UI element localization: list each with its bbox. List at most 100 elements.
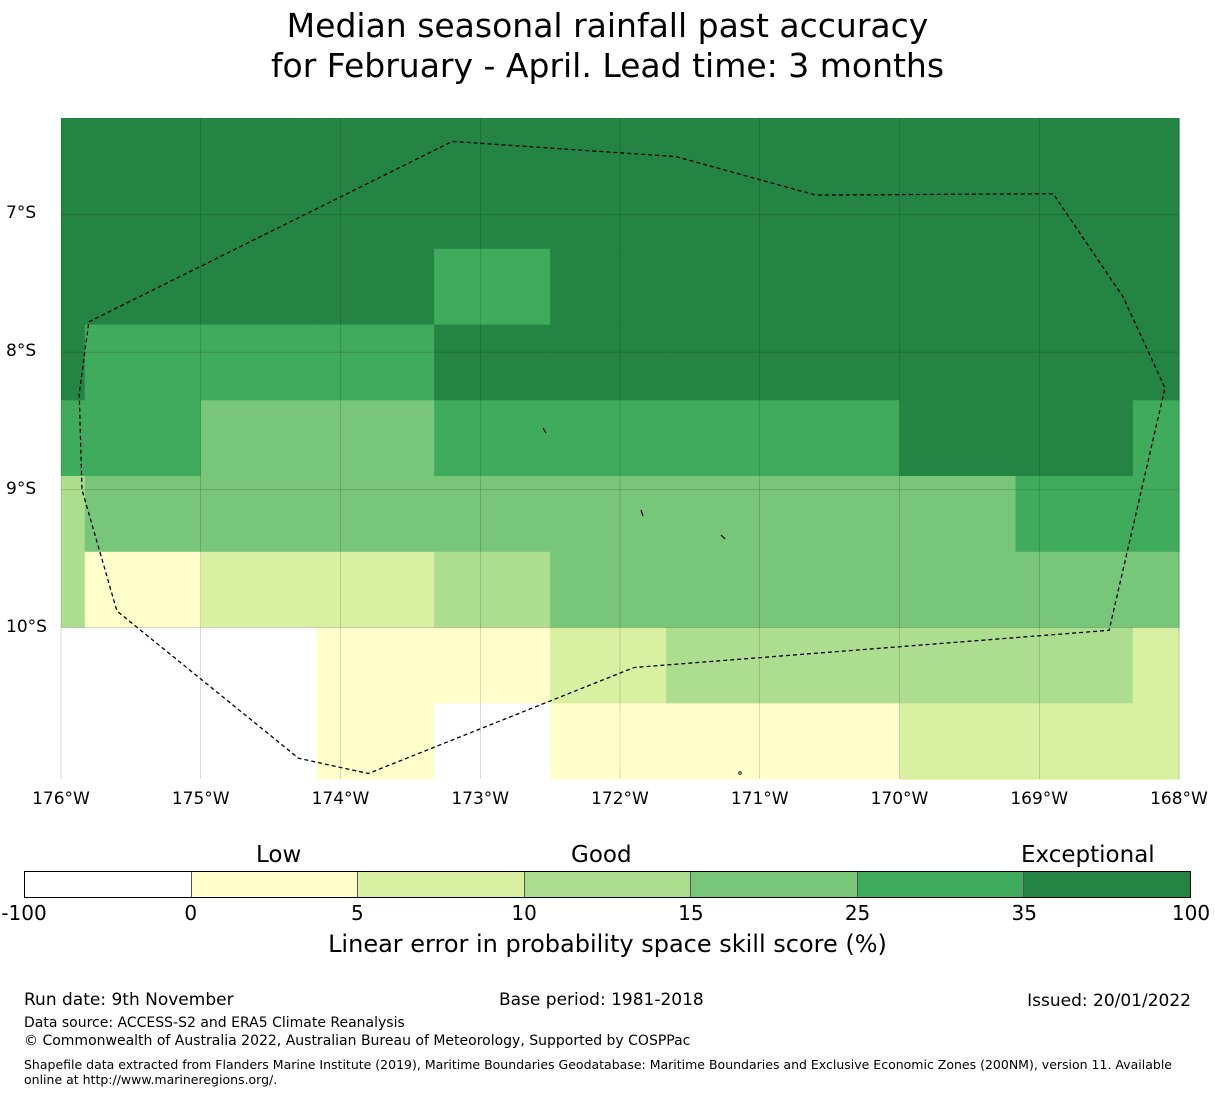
legend-category-exceptional: Exceptional [1021,842,1155,868]
skill-cell [666,118,785,250]
skill-cell [200,248,318,326]
skill-cell [1132,248,1180,326]
colorbar-segment [1024,872,1191,897]
lon-tick-label: 175°W [171,789,230,809]
island-atoll [738,771,742,775]
skill-cell [84,248,202,326]
skill-cell [316,551,435,629]
colorbar-tick-label: 0 [184,901,198,925]
colorbar-tick-label: 10 [511,901,537,925]
skill-cell [434,248,551,326]
skill-cell [200,324,318,401]
skill-cell [200,118,318,250]
lon-tick-label: 168°W [1150,789,1208,809]
colorbar-tick-label: 100 [1171,901,1211,925]
eez-boundary [78,140,1166,775]
skill-cell [200,551,318,629]
island-atoll [720,534,726,540]
lon-tick-label: 172°W [591,789,649,809]
skill-cell [1015,627,1134,704]
run-date: Run date: 9th November [24,990,234,1010]
skill-cell [200,627,318,704]
skill-cell [783,551,901,629]
skill-cell [316,324,435,401]
skill-cell [899,400,1017,477]
skill-cell [666,551,785,629]
colorbar-segment [857,872,1025,897]
legend-category-low: Low [256,842,302,868]
colorbar-tick-label: 15 [678,901,704,925]
skill-cell [316,627,435,704]
skill-cell [434,324,551,401]
colorbar-segment [191,872,359,897]
skill-cell [84,324,202,401]
skill-cell [1132,324,1180,401]
skill-cell [783,476,901,553]
skill-cell [550,248,667,326]
lon-tick-label: 171°W [730,789,789,809]
shapefile-credit: Shapefile data extracted from Flanders M… [24,1057,1172,1087]
skill-cell [783,324,901,401]
skill-cell [783,703,901,780]
skill-cell [550,551,667,629]
colorbar-tick-label: 5 [351,901,364,925]
skill-cell [84,703,202,780]
skill-cell [1132,476,1180,553]
skill-cell [200,703,318,780]
skill-cell [783,248,901,326]
skill-cell [61,627,86,704]
skill-cell [666,627,785,704]
skill-cell [316,248,435,326]
skill-cell [434,400,551,477]
skill-cell [434,476,551,553]
base-period: Base period: 1981-2018 [499,990,704,1010]
skill-cell [61,118,86,250]
skill-cell [666,476,785,553]
skill-cell [899,627,1017,704]
lat-tick-label: 8°S [6,341,37,362]
skill-cell [550,324,667,401]
skill-cell [666,703,785,780]
skill-cell [61,248,86,326]
colorbar-segment [691,872,858,897]
skill-cell [1015,248,1134,326]
skill-cell [200,476,318,553]
island-atoll [640,509,644,517]
colorbar-tick-label: -100 [1,901,47,925]
skill-cell [1132,627,1180,704]
skill-cell [84,476,202,553]
skill-cell [666,324,785,401]
legend-category-good: Good [571,842,632,868]
skill-cell [550,627,667,704]
colorbar-label: Linear error in probability space skill … [328,930,887,958]
skill-cell [434,118,551,250]
skill-cell [899,703,1017,780]
skill-cell [84,551,202,629]
chart-title-line-2: for February - April. Lead time: 3 month… [270,46,945,85]
colorbar-segment [358,872,525,897]
chart-title-line-1: Median seasonal rainfall past accuracy [286,6,929,45]
skill-cell [1015,703,1134,780]
skill-cell [61,703,86,780]
colorbar-segment [25,872,192,897]
skill-cell [899,248,1017,326]
colorbar-segment [524,872,692,897]
skill-cell [61,551,86,629]
skill-cell [783,400,901,477]
skill-cell [550,476,667,553]
skill-cell [783,627,901,704]
lon-tick-label: 169°W [1010,789,1069,809]
skill-cell [316,476,435,553]
skill-cell [1015,324,1134,401]
skill-cell [434,703,551,780]
skill-cell [1015,551,1134,629]
skill-cell [316,703,435,780]
island-atoll [542,427,547,434]
issued-date: Issued: 20/01/2022 [1027,991,1191,1011]
skill-cell [550,400,667,477]
skill-cell [1132,703,1180,780]
skill-cell [666,248,785,326]
skill-cell [666,400,785,477]
lat-tick-label: 10°S [6,616,47,637]
skill-cell [1015,400,1134,477]
